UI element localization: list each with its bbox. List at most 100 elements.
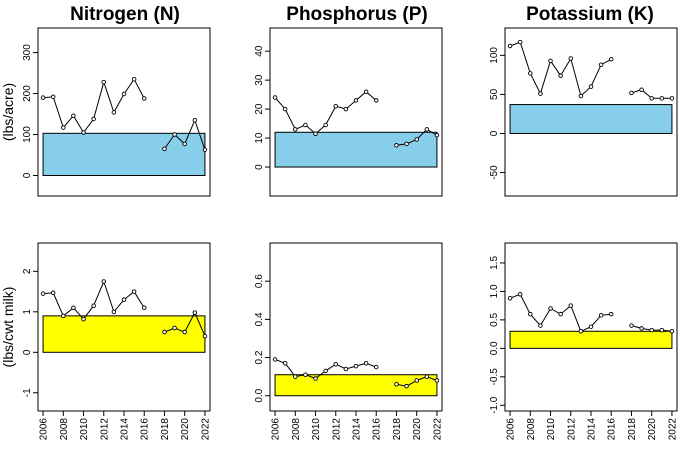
y-tick-label: 300	[22, 44, 33, 61]
data-point	[162, 146, 167, 152]
data-point	[434, 378, 440, 383]
data-point	[172, 325, 177, 331]
data-point	[111, 309, 117, 315]
data-point	[40, 291, 46, 296]
data-point	[363, 89, 369, 94]
y-tick-label: 0.4	[254, 312, 265, 326]
y-tick-label: 0	[22, 172, 33, 178]
data-point	[182, 329, 187, 335]
data-point	[71, 113, 76, 118]
data-point	[414, 137, 419, 142]
y-tick-label: -1	[22, 388, 33, 397]
data-point	[141, 305, 147, 311]
data-point	[353, 363, 359, 369]
y-tick-label: 1.5	[489, 256, 500, 270]
data-point	[548, 306, 553, 311]
data-point	[538, 91, 543, 96]
y-tick-label: 0.2	[254, 350, 265, 364]
y-tick-label: 200	[22, 85, 33, 102]
y-tick-label: -0.5	[489, 368, 500, 386]
data-point	[182, 141, 187, 147]
x-tick-label: 2006	[506, 418, 517, 441]
y-tick-label: -50	[489, 165, 500, 180]
data-point	[121, 297, 127, 302]
data-point	[629, 90, 634, 96]
reference-band	[274, 374, 438, 397]
data-point	[588, 324, 594, 329]
data-point	[578, 93, 584, 99]
x-tick-label: 2014	[587, 418, 598, 441]
data-point	[192, 310, 198, 315]
data-point	[669, 96, 675, 101]
data-point	[101, 279, 107, 284]
y-tick-label: 0	[22, 349, 33, 355]
chart-panel-5: -1.0 -0.5 0.0 0.5 1.0 1.5 2006 2008 2010 2012 2014…	[489, 242, 678, 441]
x-tick-label: 2022	[200, 418, 211, 441]
data-point	[363, 361, 369, 366]
data-point	[424, 127, 430, 132]
data-point	[61, 313, 66, 319]
x-tick-label: 2012	[566, 418, 577, 441]
series-line	[509, 41, 612, 97]
column-title-phosphorus: Phosphorus (P)	[286, 4, 427, 25]
data-point	[272, 357, 278, 362]
data-point	[192, 117, 198, 123]
data-point	[558, 311, 563, 317]
y-tick-label: 0.6	[254, 274, 265, 288]
y-tick-label: 1	[22, 309, 33, 315]
reference-band	[509, 330, 673, 349]
y-tick-label: 20	[254, 103, 265, 115]
data-point	[507, 295, 513, 301]
x-tick-label: 2018	[160, 418, 171, 441]
y-tick-label: 50	[489, 88, 500, 100]
data-point	[394, 382, 399, 387]
x-tick-label: 2008	[526, 418, 537, 441]
data-point	[121, 91, 127, 97]
y-tick-label: 0	[489, 130, 500, 136]
data-point	[639, 87, 644, 92]
data-point	[649, 327, 654, 333]
data-point	[333, 361, 339, 367]
data-point	[50, 290, 56, 296]
x-tick-label: 2010	[79, 418, 90, 441]
chart-panel-3: -1 0 1 2 2006 2008 2010 2012 2014 2016 2018 2020 202…	[22, 242, 211, 441]
data-point	[343, 106, 349, 112]
series-line	[274, 91, 377, 135]
data-point	[548, 58, 553, 64]
data-point	[323, 368, 328, 374]
y-tick-label: 0	[254, 164, 265, 170]
data-point	[558, 73, 563, 78]
reference-band	[42, 315, 206, 353]
data-point	[313, 376, 318, 381]
data-point	[91, 303, 96, 308]
y-tick-label: 1.0	[489, 284, 500, 298]
data-point	[91, 116, 96, 122]
data-point	[568, 303, 574, 308]
plot-frame	[37, 27, 211, 197]
y-tick-label: 40	[254, 45, 265, 57]
data-point	[333, 103, 339, 109]
data-point	[101, 79, 107, 85]
data-point	[343, 366, 349, 372]
data-point	[434, 132, 440, 138]
data-point	[528, 71, 533, 76]
panel-grid: 0 100 200 300 0 10 20 30 40 -50 0 50 100 -1 0 1 2 2006 200…	[22, 27, 678, 441]
data-point	[639, 326, 644, 331]
x-tick-label: 2012	[99, 418, 110, 441]
data-point	[202, 147, 208, 152]
data-point	[598, 62, 604, 67]
data-point	[424, 374, 430, 379]
data-point	[111, 110, 117, 115]
x-tick-label: 2020	[412, 418, 423, 441]
data-point	[172, 132, 177, 137]
plot-frame	[504, 27, 678, 197]
x-tick-label: 2016	[607, 418, 618, 441]
data-point	[578, 329, 584, 334]
data-point	[649, 96, 654, 101]
chart-panel-4: 0.0 0.2 0.4 0.6 2006 2008 2010 2012 2014 2016 2018…	[254, 242, 443, 441]
data-point	[81, 316, 86, 322]
x-tick-label: 2020	[647, 418, 658, 441]
data-point	[61, 125, 66, 130]
data-point	[40, 95, 46, 100]
